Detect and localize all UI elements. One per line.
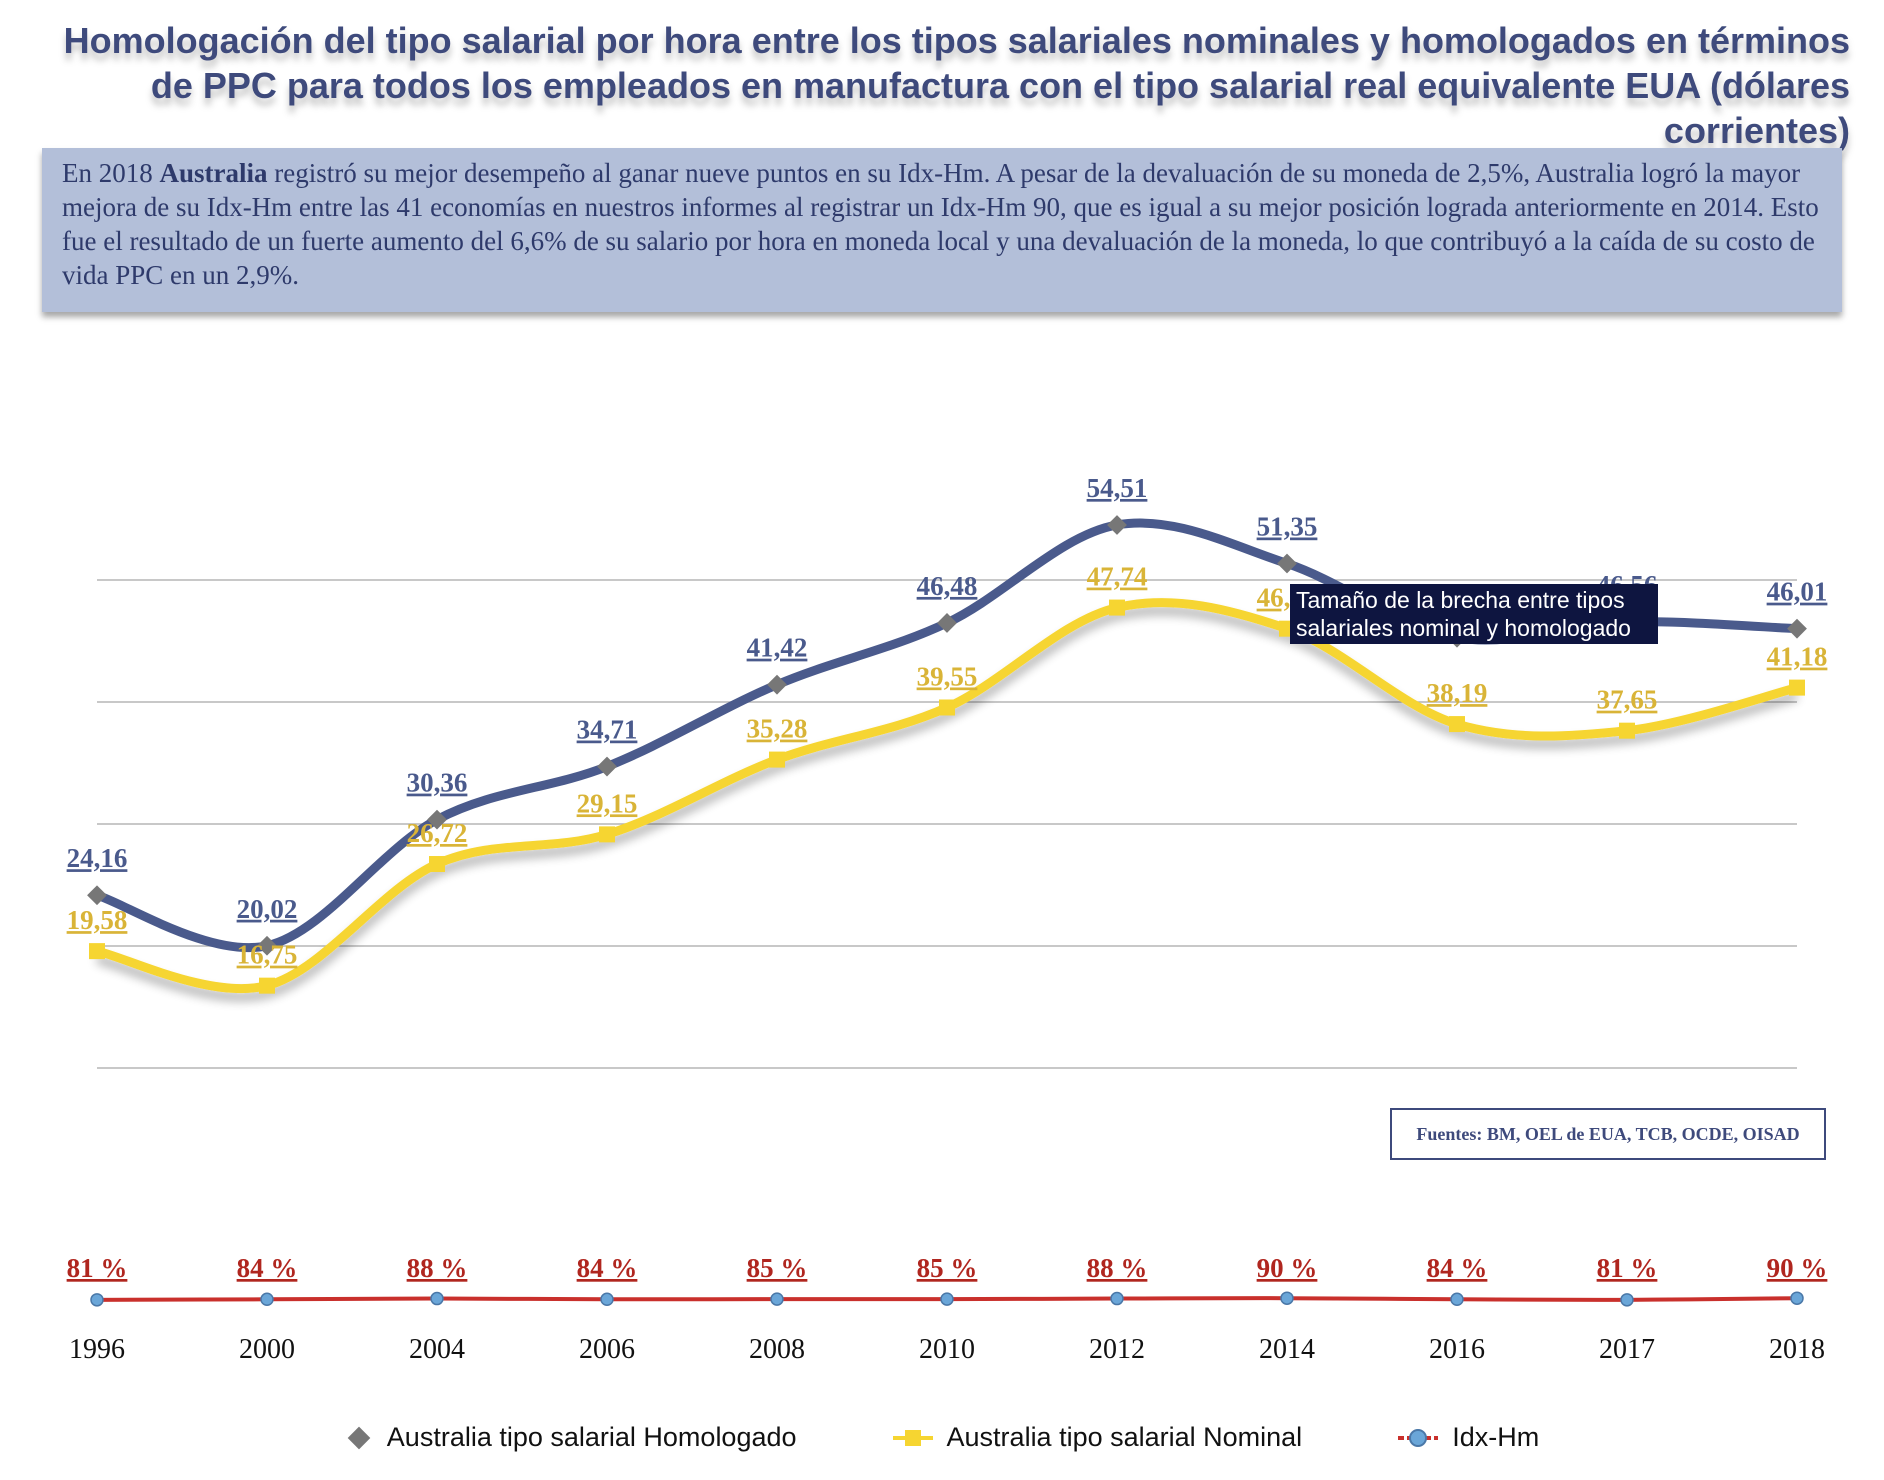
idx-marker: [430, 1291, 444, 1306]
homologado-value-label: 24,16: [67, 843, 128, 873]
homologado-value-label: 20,02: [237, 894, 298, 924]
idx-marker: [940, 1292, 954, 1306]
x-axis-labels: 1996 2000 2004 2006 2008 2010 2012 2014 2016 2017…: [69, 1334, 1825, 1365]
idx-marker: [1280, 1291, 1294, 1305]
homologado-marker: [767, 674, 787, 695]
x-tick-label: 2000: [239, 1334, 295, 1365]
nominal-line: [95, 598, 1799, 994]
nominal-value-label: 41,18: [1767, 642, 1828, 672]
homologado-marker: [937, 613, 957, 633]
nominal-marker: [1789, 679, 1805, 696]
grid-lines: [97, 579, 1797, 1069]
nominal-value-label: 26,72: [407, 818, 468, 848]
homologado-value-label: 30,36: [407, 768, 468, 798]
x-tick-label: 2012: [1089, 1334, 1145, 1365]
value-labels: 24,16 20,02 30,36 34,71 41,42 46,48 54,51 51,35…: [67, 473, 1828, 1283]
homologado-value-label: 41,42: [747, 633, 808, 663]
intro-text-part2: registró su mejor desempeño al ganar nue…: [62, 158, 1819, 290]
x-tick-label: 2006: [579, 1334, 635, 1365]
nominal-marker: [599, 826, 615, 843]
idx-value-label: 81 %: [1597, 1253, 1658, 1283]
nominal-series: [89, 598, 1805, 994]
nominal-marker: [1619, 722, 1635, 739]
nominal-marker: [259, 977, 275, 994]
homologado-marker: [1277, 553, 1297, 574]
nominal-marker: [1449, 716, 1465, 733]
x-tick-label: 2017: [1599, 1334, 1655, 1365]
intro-text-country: Australia: [159, 158, 268, 188]
legend-item-nominal: Australia tipo salarial Nominal: [892, 1422, 1303, 1453]
nominal-value-label: 38,19: [1427, 678, 1488, 708]
circle-marker-icon: [1398, 1428, 1439, 1447]
x-tick-label: 1996: [69, 1334, 125, 1365]
nominal-value-label: 29,15: [577, 788, 638, 818]
nominal-value-label: 47,74: [1087, 562, 1148, 592]
homologado-value-label: 46,01: [1767, 577, 1828, 607]
source-box: Fuentes: BM, OEL de EUA, TCB, OCDE, OISA…: [1390, 1108, 1826, 1160]
x-tick-label: 2010: [919, 1334, 975, 1365]
legend-label-nominal: Australia tipo salarial Nominal: [946, 1422, 1303, 1452]
x-tick-label: 2004: [409, 1334, 465, 1365]
idx-value-label: 85 %: [917, 1253, 978, 1283]
legend-label-homologado: Australia tipo salarial Homologado: [386, 1422, 797, 1452]
x-tick-label: 2016: [1429, 1334, 1485, 1365]
idx-series: [90, 1291, 1804, 1307]
x-tick-label: 2018: [1769, 1334, 1825, 1365]
idx-marker: [90, 1293, 104, 1307]
nominal-marker: [939, 699, 955, 716]
homologado-marker: [257, 935, 277, 956]
intro-box: En 2018 Australia registró su mejor dese…: [42, 148, 1842, 312]
homologado-marker: [1787, 618, 1807, 639]
homologado-marker: [1107, 515, 1127, 535]
idx-value-label: 90 %: [1257, 1253, 1318, 1283]
idx-marker: [1450, 1292, 1464, 1307]
idx-marker: [1110, 1291, 1124, 1306]
idx-marker: [260, 1292, 274, 1307]
idx-value-label: 88 %: [1087, 1253, 1148, 1283]
idx-value-label: 84 %: [237, 1253, 298, 1283]
idx-value-label: 85 %: [747, 1253, 808, 1283]
nominal-value-label: 35,28: [747, 714, 808, 744]
x-tick-label: 2008: [749, 1334, 805, 1365]
gap-annotation: Tamaño de la brecha entre tipos salarial…: [1290, 584, 1658, 644]
intro-text-part1: En 2018: [62, 158, 160, 188]
legend: Australia tipo salarial Homologado Austr…: [0, 1422, 1884, 1453]
x-tick-label: 2014: [1259, 1334, 1315, 1365]
legend-item-homologado: Australia tipo salarial Homologado: [345, 1422, 797, 1453]
diamond-marker-icon: [347, 1426, 371, 1449]
idx-value-label: 81 %: [67, 1253, 128, 1283]
homologado-value-label: 34,71: [577, 715, 638, 745]
idx-marker: [600, 1292, 614, 1307]
legend-item-idx: Idx-Hm: [1398, 1422, 1539, 1453]
idx-value-label: 90 %: [1767, 1253, 1828, 1283]
nominal-value-label: 16,75: [237, 940, 298, 970]
idx-value-label: 88 %: [407, 1253, 468, 1283]
homologado-marker: [597, 756, 617, 777]
nominal-marker: [1109, 599, 1125, 616]
homologado-value-label: 51,35: [1257, 512, 1318, 542]
nominal-value-label: 39,55: [917, 661, 978, 691]
idx-marker: [1620, 1293, 1634, 1307]
nominal-value-label: 37,65: [1597, 685, 1658, 715]
nominal-marker: [89, 943, 105, 960]
homologado-value-label: 54,51: [1087, 473, 1148, 503]
homologado-value-label: 46,48: [917, 571, 978, 601]
nominal-marker: [769, 751, 785, 768]
homologado-marker: [427, 809, 447, 830]
nominal-marker: [429, 856, 445, 873]
idx-marker: [1790, 1291, 1804, 1305]
nominal-value-label: 19,58: [67, 905, 128, 935]
square-marker-icon: [892, 1429, 933, 1446]
idx-value-label: 84 %: [1427, 1253, 1488, 1283]
legend-label-idx: Idx-Hm: [1452, 1422, 1540, 1452]
idx-marker: [770, 1292, 784, 1306]
chart-title: Homologación del tipo salarial por hora …: [63, 20, 1850, 151]
idx-value-label: 84 %: [577, 1253, 638, 1283]
